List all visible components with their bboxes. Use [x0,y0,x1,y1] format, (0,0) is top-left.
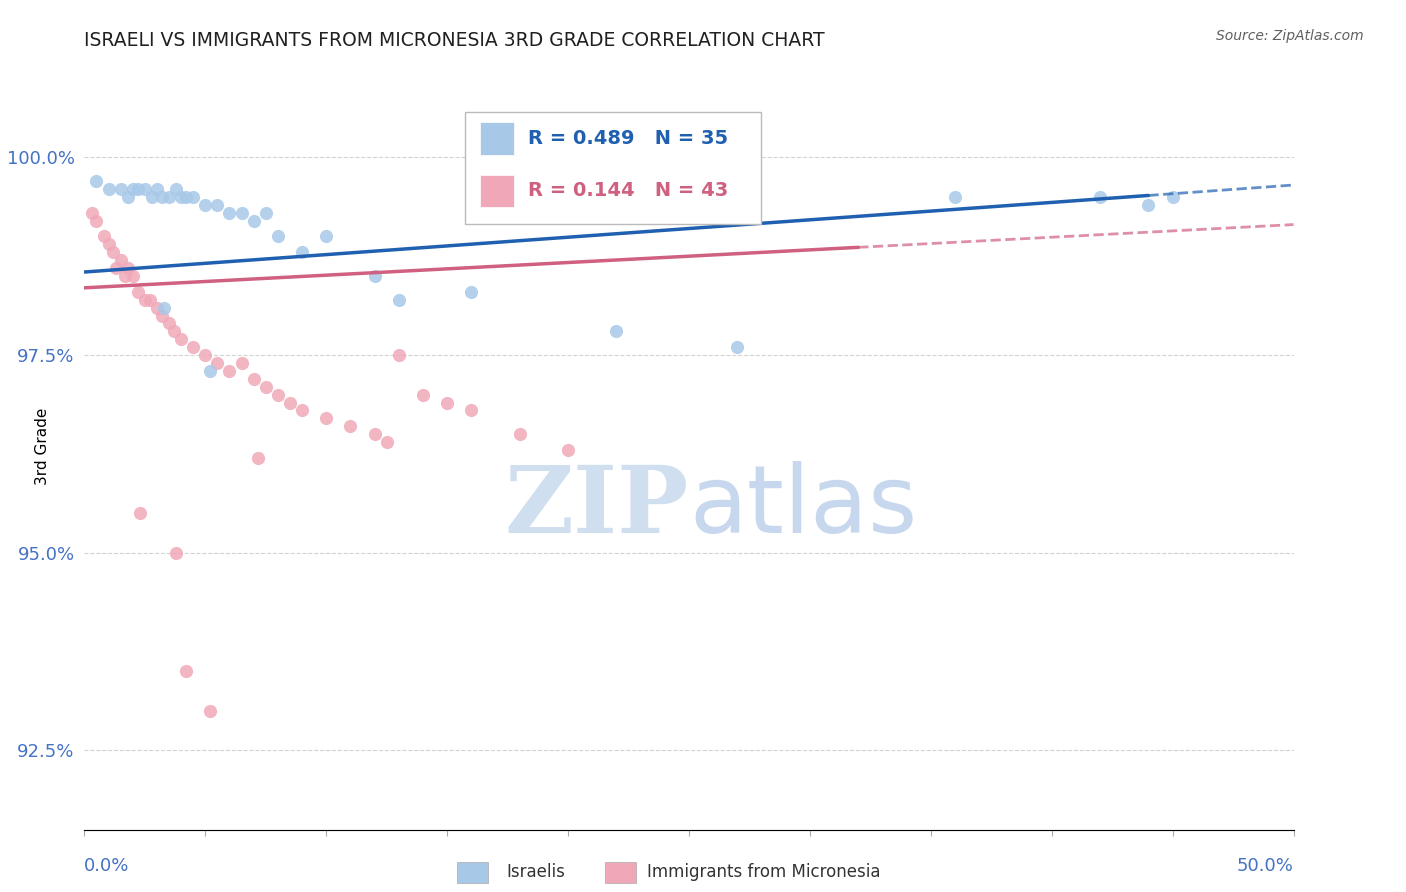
Point [242,213,264,227]
Point [375,435,398,450]
Point [170,190,193,204]
Point [267,229,290,244]
Point [121,268,143,283]
Point [86,174,108,188]
Point [163,324,186,338]
Point [267,387,290,401]
Point [157,317,180,331]
Point [247,450,270,465]
Point [207,356,229,370]
Point [363,268,385,283]
Point [605,324,627,338]
Point [291,245,314,260]
Point [725,340,748,354]
Point [231,205,253,219]
Point [97,237,120,252]
Point [174,665,197,679]
Point [134,182,156,196]
Point [509,427,531,442]
Text: 3rd Grade: 3rd Grade [35,408,49,484]
Bar [479,122,513,154]
Point [231,356,253,370]
Point [254,205,277,219]
Text: 0.0%: 0.0% [84,857,129,875]
Point [134,293,156,307]
Point [460,285,482,299]
Point [315,229,337,244]
Text: Immigrants from Micronesia: Immigrants from Micronesia [647,863,880,881]
Point [138,293,160,307]
Point [80,205,103,219]
Point [117,261,139,276]
Point [110,182,132,196]
Point [114,268,136,283]
Point [388,348,411,362]
Point [291,403,314,417]
Point [278,395,301,409]
Point [460,403,482,417]
Point [181,340,204,354]
Point [557,442,579,457]
Point [254,380,277,394]
Text: ISRAELI VS IMMIGRANTS FROM MICRONESIA 3RD GRADE CORRELATION CHART: ISRAELI VS IMMIGRANTS FROM MICRONESIA 3R… [84,31,825,50]
Point [165,182,187,196]
Text: 50.0%: 50.0% [1237,857,1294,875]
Text: R = 0.489   N = 35: R = 0.489 N = 35 [529,129,728,148]
Point [146,182,169,196]
Point [174,190,197,204]
Point [339,419,361,434]
Point [194,348,217,362]
Point [388,293,411,307]
Point [436,395,458,409]
Point [363,427,385,442]
Point [146,301,169,315]
Text: ZIP: ZIP [505,462,689,552]
Point [181,190,204,204]
Text: Source: ZipAtlas.com: Source: ZipAtlas.com [1216,29,1364,43]
Point [150,309,173,323]
Point [207,198,229,212]
Point [194,198,217,212]
Point [315,411,337,425]
Text: atlas: atlas [689,461,917,553]
Point [150,190,173,204]
Point [110,253,132,268]
Point [198,704,221,718]
Text: Israelis: Israelis [506,863,565,881]
Point [1088,190,1111,204]
Point [198,364,221,378]
Point [127,285,149,299]
Bar [479,175,513,207]
Point [103,245,125,260]
Point [117,190,139,204]
Text: R = 0.144   N = 43: R = 0.144 N = 43 [529,181,728,200]
Point [242,372,264,386]
Point [127,182,149,196]
Point [170,332,193,346]
Point [86,213,108,227]
Bar [465,112,762,224]
Point [93,229,115,244]
Point [218,205,240,219]
Point [1137,198,1160,212]
Point [121,182,143,196]
Point [157,190,180,204]
Point [943,190,966,204]
Point [218,364,240,378]
Point [1161,190,1184,204]
Point [165,546,187,560]
Point [141,190,163,204]
Point [153,301,176,315]
Point [129,506,152,520]
Point [97,182,120,196]
Point [104,261,127,276]
Point [412,387,434,401]
